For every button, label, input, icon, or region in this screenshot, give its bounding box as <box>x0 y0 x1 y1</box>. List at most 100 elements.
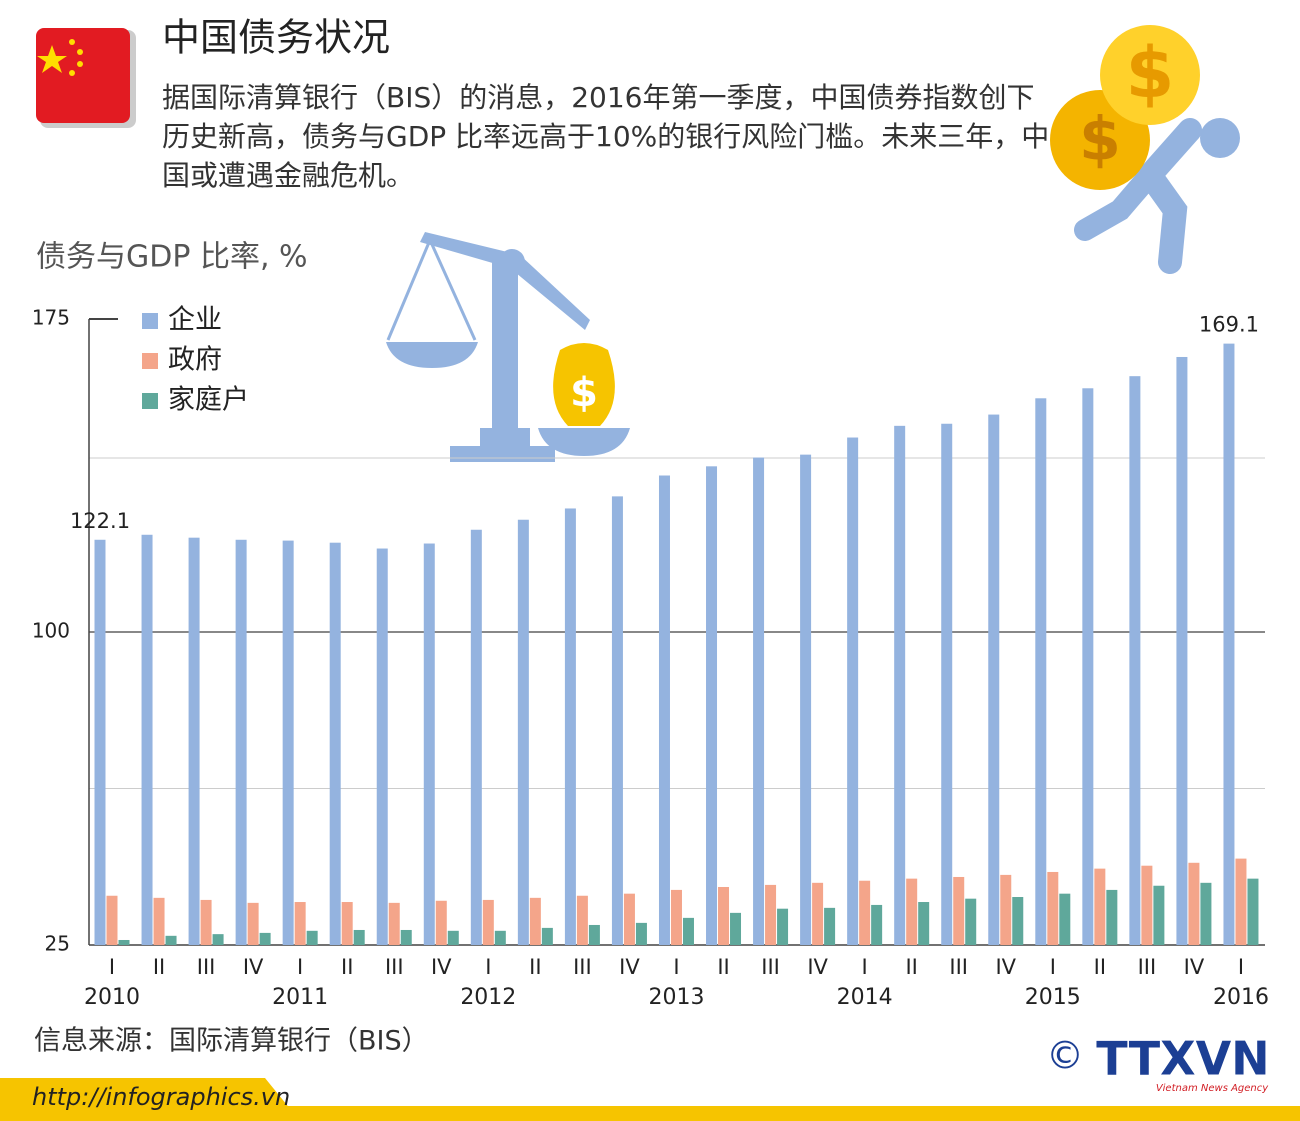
bar <box>400 929 412 945</box>
bar <box>576 895 588 945</box>
x-tick-label: IV <box>243 955 264 979</box>
bar <box>706 466 718 945</box>
bar <box>800 454 812 945</box>
legend-swatch <box>142 353 158 369</box>
bar <box>376 548 388 945</box>
scale-icon: $ <box>386 232 630 462</box>
bar <box>341 902 353 945</box>
bar <box>730 912 742 945</box>
x-tick-label: IV <box>995 955 1016 979</box>
bar <box>1247 878 1259 945</box>
bar <box>188 537 200 945</box>
y-axis-label: 债务与GDP 比率, % <box>36 240 308 275</box>
svg-text:$: $ <box>1079 105 1121 175</box>
bar <box>423 543 435 945</box>
x-tick-label: II <box>905 955 917 979</box>
legend-label: 家庭户 <box>168 385 249 416</box>
bar <box>529 897 541 945</box>
bar <box>141 534 153 945</box>
bar <box>1153 885 1165 945</box>
bar <box>588 924 600 945</box>
bar <box>353 929 365 945</box>
bar <box>517 519 529 945</box>
y-tick-label: 175 <box>32 306 70 330</box>
bar <box>1223 343 1235 945</box>
bar <box>988 414 1000 945</box>
x-tick-label: II <box>153 955 165 979</box>
bar <box>906 878 918 945</box>
x-tick-label: III <box>385 955 404 979</box>
bar <box>1141 865 1153 945</box>
bar <box>812 882 824 945</box>
x-tick-label: I <box>1050 955 1056 979</box>
bar <box>918 902 930 945</box>
bar <box>247 902 259 945</box>
bar <box>235 539 247 945</box>
bar <box>329 542 341 945</box>
x-tick-label: II <box>717 955 729 979</box>
bar <box>894 425 906 945</box>
legend-label: 企业 <box>168 305 222 336</box>
bar <box>1012 897 1024 945</box>
bar <box>212 934 224 945</box>
bar <box>682 917 694 945</box>
bar <box>1047 871 1059 945</box>
bar <box>200 899 212 945</box>
bar <box>871 904 883 945</box>
footer-band <box>0 1078 1300 1121</box>
agency: Vietnam News Agency <box>1156 1083 1269 1094</box>
bar <box>1176 356 1188 946</box>
bar <box>859 880 871 945</box>
x-tick-label: III <box>1138 955 1157 979</box>
year-label: 2010 <box>84 985 140 1010</box>
bar <box>670 889 682 945</box>
x-tick-label: IV <box>807 955 828 979</box>
svg-text:$: $ <box>1126 32 1175 114</box>
bar <box>611 496 623 945</box>
year-label: 2016 <box>1213 985 1269 1010</box>
bar <box>658 475 670 945</box>
x-tick-label: I <box>673 955 679 979</box>
bar <box>564 508 576 945</box>
bar <box>1129 376 1141 945</box>
bar <box>753 457 765 945</box>
bar <box>482 899 494 945</box>
bar <box>470 529 482 945</box>
flag-icon <box>36 28 136 128</box>
bar <box>623 893 635 945</box>
legend-swatch <box>142 313 158 329</box>
bar <box>953 876 965 945</box>
bar <box>153 897 165 945</box>
x-tick-label: I <box>297 955 303 979</box>
bar <box>1200 882 1212 945</box>
subtitle: 据国际清算银行（BIS）的消息，2016年第一季度，中国债券指数创下历史新高，债… <box>162 81 1050 192</box>
x-tick-label: I <box>1238 955 1244 979</box>
copyright: © <box>1046 1034 1084 1078</box>
bar <box>447 930 459 945</box>
bar <box>765 884 777 945</box>
bar <box>494 930 506 945</box>
legend-label: 政府 <box>168 345 222 376</box>
x-tick-label: II <box>1094 955 1106 979</box>
bar <box>259 932 271 945</box>
bar <box>435 900 447 945</box>
runner-icon: $ $ <box>1050 25 1240 274</box>
bar <box>1106 889 1118 945</box>
y-tick-label: 100 <box>32 619 70 643</box>
year-label: 2012 <box>460 985 516 1010</box>
x-tick-label: IV <box>431 955 452 979</box>
logo: TTXVN <box>1096 1032 1269 1086</box>
bar <box>94 539 106 945</box>
bar <box>106 895 118 945</box>
bar <box>718 886 730 945</box>
x-tick-label: I <box>485 955 491 979</box>
year-label: 2014 <box>837 985 893 1010</box>
y-tick-label: 25 <box>45 932 70 956</box>
x-tick-label: II <box>341 955 353 979</box>
bar <box>1235 858 1247 945</box>
bar <box>1094 868 1106 945</box>
bar <box>1035 398 1047 945</box>
year-label: 2013 <box>648 985 704 1010</box>
